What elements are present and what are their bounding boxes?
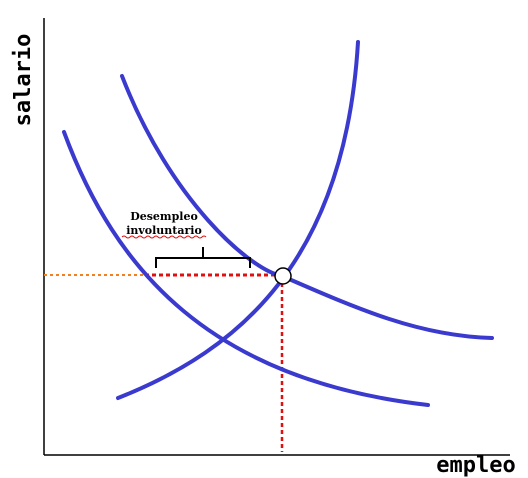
x-axis-label: empleo [436,453,515,478]
upper-demand-curve [120,74,494,340]
lower-demand-curve [62,130,430,407]
y-axis-label: salario [11,34,36,127]
annotation-line-1: Desempleo [130,210,198,223]
annotation-line-2: involuntario [126,224,202,237]
spellcheck-underline [121,235,207,239]
unemployment-bracket [155,247,251,268]
wage-point-marker [274,267,292,285]
